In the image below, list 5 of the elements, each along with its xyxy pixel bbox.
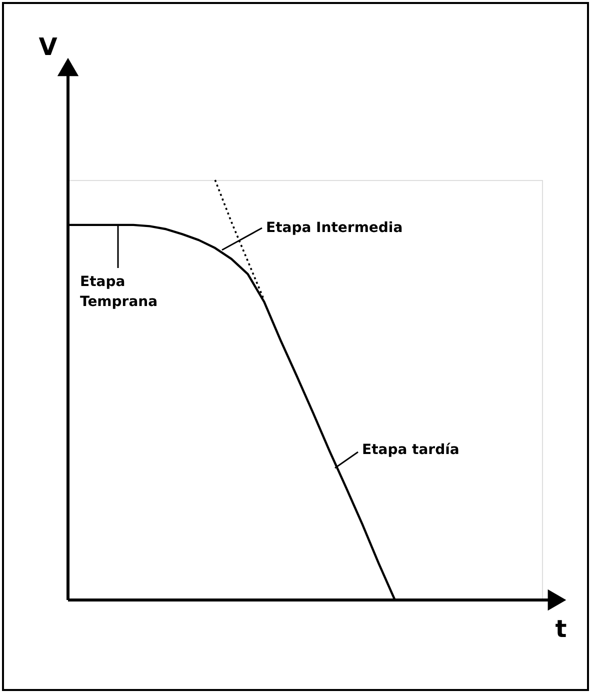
y-axis-title: V [38, 33, 58, 61]
annotation: Etapa Temprana [80, 274, 158, 310]
x-axis-title: t [555, 615, 567, 643]
annotation: Etapa tardía [362, 442, 460, 458]
annotation: Etapa Intermedia [266, 220, 403, 236]
